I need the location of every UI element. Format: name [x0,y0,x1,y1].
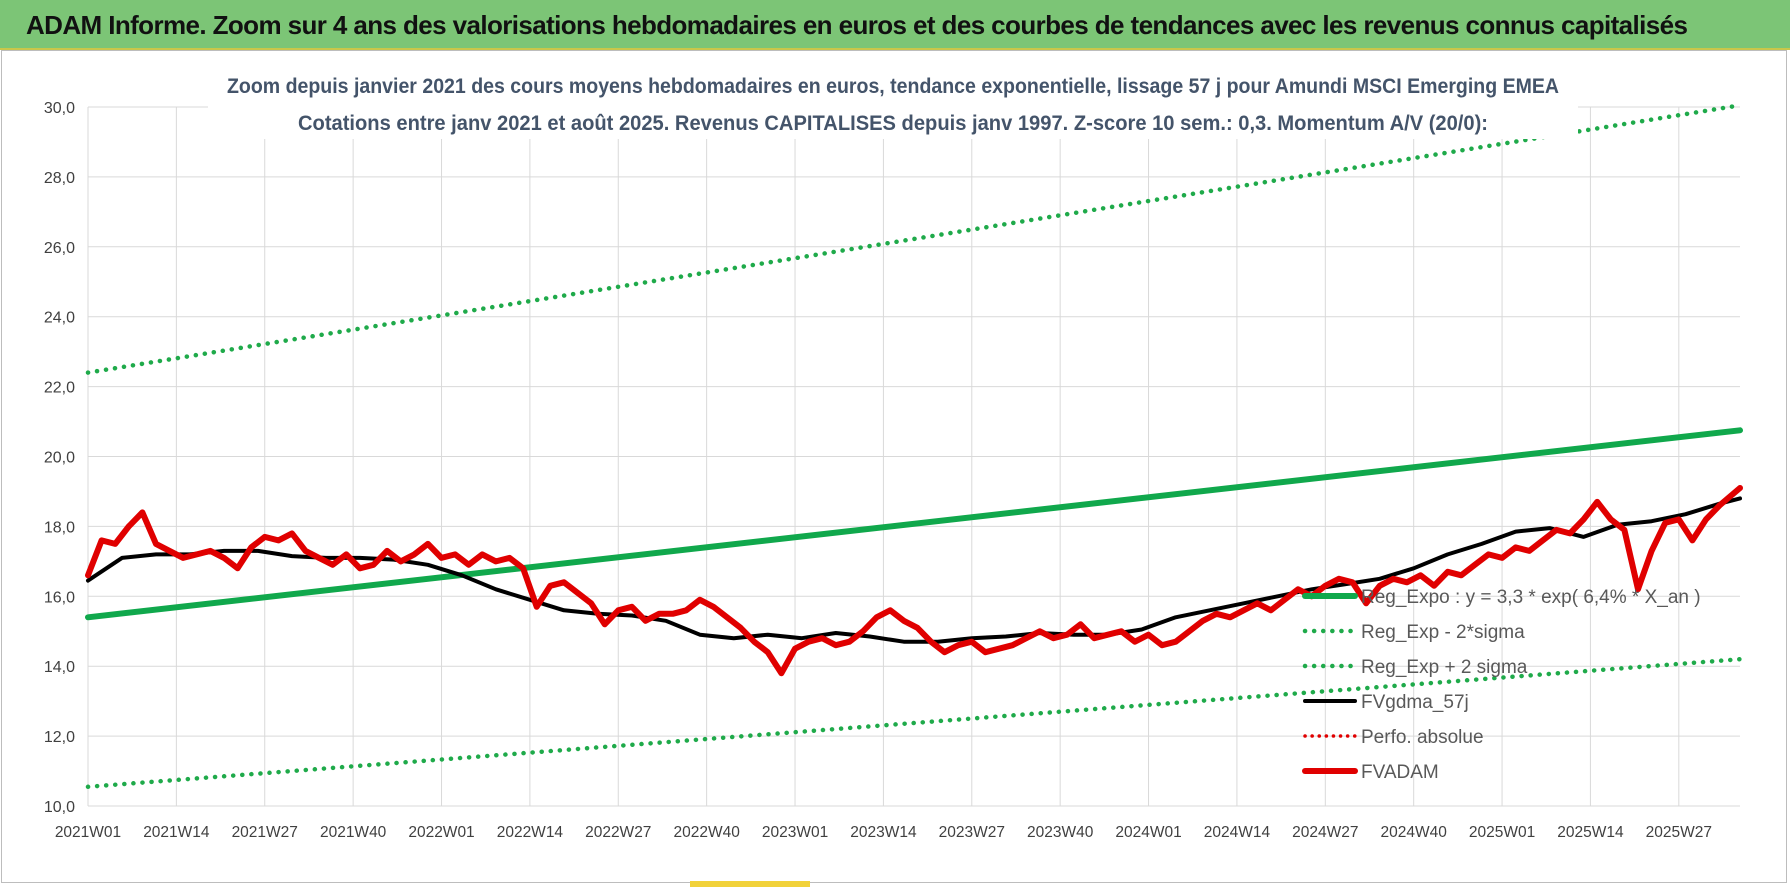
grid [87,106,1740,807]
bottom-marker [690,881,810,887]
legend-reg-exp-plus-2sigma-label: Reg_Exp + 2 sigma [1361,657,1528,678]
y-tick-label: 10,0 [44,799,75,816]
x-tick-label: 2025W27 [1646,824,1712,841]
y-tick-label: 12,0 [44,729,75,746]
banner: ADAM Informe. Zoom sur 4 ans des valoris… [0,0,1790,50]
y-tick-label: 14,0 [44,659,75,676]
chart-title: Zoom depuis janvier 2021 des cours moyen… [227,75,1559,98]
x-tick-label: 2022W14 [497,824,564,841]
x-tick-label: 2023W14 [850,824,917,841]
banner-title: ADAM Informe. Zoom sur 4 ans des valoris… [26,10,1688,40]
legend: Reg_Expo : y = 3,3 * exp( 6,4% * X_an ) R… [1302,587,1701,783]
legend-reg-expo-label: Reg_Expo : y = 3,3 * exp( 6,4% * X_an ) [1361,587,1701,608]
fvadam-line [85,485,1743,677]
y-tick-label: 22,0 [44,380,75,397]
y-tick-label: 26,0 [44,240,75,257]
x-tick-label: 2025W01 [1469,824,1535,841]
x-tick-label: 2022W01 [408,824,474,841]
x-tick-label: 2021W27 [232,824,298,841]
reg-exp-minus-2sigma-line [85,656,1743,790]
reg-expo-line [85,427,1743,621]
x-tick-label: 2023W01 [762,824,828,841]
x-axis-labels: 2021W01 2021W14 2021W27 2021W40 2022W01 2022W… [55,824,1712,841]
chart-subtitle: Cotations entre janv 2021 et août 2025. … [298,112,1488,135]
legend-fvgdma-57j-label: FVgdma_57j [1361,692,1469,713]
fvgdma-57j-line [86,496,1742,644]
x-tick-label: 2024W27 [1292,824,1358,841]
x-tick-label: 2024W01 [1115,824,1181,841]
legend-reg-exp-minus-2sigma-label: Reg_Exp - 2*sigma [1361,622,1525,643]
x-tick-label: 2022W40 [673,824,740,841]
x-tick-label: 2025W14 [1557,824,1624,841]
legend-fvadam-label: FVADAM [1361,762,1439,783]
x-tick-label: 2021W01 [55,824,121,841]
x-tick-label: 2023W27 [939,824,1005,841]
y-axis-labels: 10,0 12,0 14,0 16,0 18,0 20,0 22,0 24,0 26,0 28,0… [44,100,75,816]
y-tick-label: 30,0 [44,100,75,117]
y-tick-label: 18,0 [44,519,75,536]
reg-exp-plus-2sigma-line [85,103,1743,375]
chart-frame [1,50,1787,883]
x-tick-label: 2021W40 [320,824,387,841]
y-tick-label: 16,0 [44,589,75,606]
x-tick-label: 2024W14 [1204,824,1271,841]
x-tick-label: 2023W40 [1027,824,1094,841]
y-tick-label: 24,0 [44,310,75,327]
legend-perfo-absolue-label: Perfo. absolue [1361,727,1484,748]
x-tick-label: 2024W40 [1380,824,1447,841]
y-tick-label: 20,0 [44,450,75,467]
y-tick-label: 28,0 [44,170,75,187]
title-backdrop [208,73,1578,139]
series-layer [85,103,1743,790]
x-tick-label: 2021W14 [143,824,210,841]
x-tick-label: 2022W27 [585,824,651,841]
